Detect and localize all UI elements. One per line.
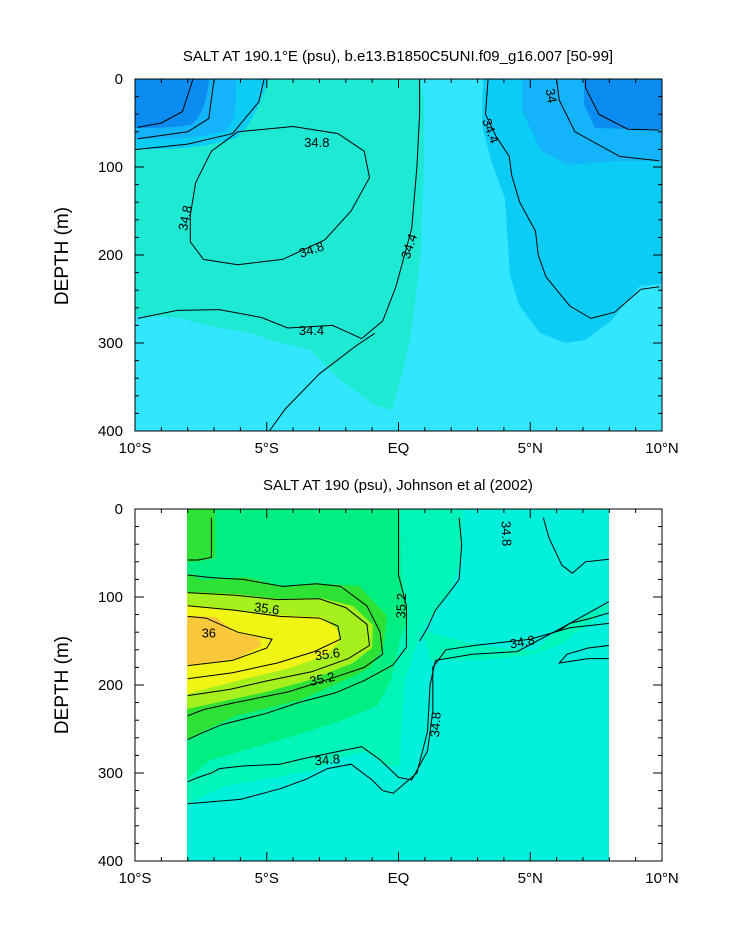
contour-label: 34.4: [398, 232, 420, 261]
contour-line-34.6: [542, 517, 609, 574]
contour-line-34.2: [137, 79, 215, 140]
contour-label-text: 35.2: [308, 669, 336, 689]
y-tick-label: 400: [98, 423, 123, 440]
x-tick-label: 10°S: [119, 870, 152, 887]
contour-label-text: 34.8: [304, 135, 329, 150]
contour-label: 35.6: [253, 599, 280, 617]
panel-observations: SALT AT 190 (psu), Johnson et al (2002) …: [52, 477, 679, 887]
contour-line-34.8: [419, 517, 463, 642]
axes: 10°S 5°S EQ 5°N 10°N 0 100 200 300 400: [98, 71, 679, 457]
salinity-fill-35.2-35.4-nw: [187, 509, 215, 562]
contour-line-34.8: [189, 125, 371, 266]
panel-title: SALT AT 190.1°E (psu), b.e13.B1850C5UNI.…: [183, 48, 613, 65]
x-tick-label: 5°N: [518, 870, 543, 887]
contour-label: 34.8: [509, 632, 537, 651]
contour-label: 36: [202, 626, 216, 641]
contour-line-34.6: [557, 644, 609, 664]
contour-lines: [187, 517, 609, 805]
contour-label-text: 34.8: [509, 632, 537, 651]
contour-label: 35.6: [314, 645, 341, 663]
salinity-fill-lt34-east: [584, 79, 662, 129]
contour-lines: [137, 79, 660, 431]
contour-field: [135, 79, 662, 431]
contour-label-text: 34.4: [398, 232, 420, 261]
contour-line-34.4: [137, 79, 421, 340]
x-tick-label: EQ: [388, 440, 410, 457]
y-tick-label: 0: [115, 501, 123, 518]
contour-label: 34.8: [304, 135, 329, 150]
y-tick-label: 200: [98, 677, 123, 694]
contour-line-35.4: [187, 574, 384, 717]
contour-line-34.8: [558, 612, 609, 631]
axes: 10°S 5°S EQ 5°N 10°N 0 100 200 300 400: [98, 501, 679, 887]
x-tick-label: 5°N: [518, 440, 543, 457]
contour-line-34.4: [137, 79, 265, 150]
y-tick-label: 200: [98, 247, 123, 264]
contour-label: 34.8: [314, 751, 341, 768]
salinity-fill-34.6-34.8: [135, 79, 424, 410]
panel-model: SALT AT 190.1°E (psu), b.e13.B1850C5UNI.…: [52, 48, 679, 457]
contour-label: 34: [543, 87, 560, 104]
contour-label-text: 34: [543, 87, 560, 104]
contour-line-34.2: [556, 79, 660, 162]
y-tick-label: 400: [98, 853, 123, 870]
contour-line-35.6: [187, 592, 371, 697]
x-tick-label: 10°S: [119, 440, 152, 457]
contour-line-34: [137, 79, 194, 128]
y-tick-label: 0: [115, 71, 123, 88]
y-tick-label: 100: [98, 589, 123, 606]
contour-label-text: 34.4: [299, 323, 324, 338]
contour-label: 34.8: [297, 239, 326, 261]
x-tick-label: EQ: [388, 870, 410, 887]
contour-line-34.8: [187, 600, 609, 805]
contour-label: 35.2: [393, 593, 409, 619]
contour-line-34.4: [484, 79, 660, 319]
contour-labels: 34.834.834.834.434.434.434: [175, 87, 560, 338]
salinity-fill-34.6-34.8-ne: [548, 509, 609, 575]
contour-line-34: [585, 79, 660, 131]
contour-line-36: [187, 615, 273, 667]
x-tick-label: 5°S: [255, 870, 279, 887]
salinity-fill-lt34: [135, 79, 209, 128]
contour-label-text: 34.8: [297, 239, 326, 261]
y-tick-label: 300: [98, 765, 123, 782]
x-tick-label: 10°N: [645, 440, 679, 457]
contour-line-35.8: [187, 605, 342, 680]
contour-label-text: 34.8: [314, 751, 341, 768]
contour-labels: 35.6 36 35.6 35.2 35.2 34.8 34.8 34.8 34.8: [202, 521, 537, 769]
panel-title: SALT AT 190 (psu), Johnson et al (2002): [263, 477, 533, 494]
contour-label-text: 34.8: [175, 204, 195, 232]
y-axis-label: DEPTH (m): [52, 207, 73, 305]
y-tick-label: 100: [98, 159, 123, 176]
contour-label-text: 35.2: [393, 593, 409, 619]
contour-label-text: 35.6: [314, 645, 341, 663]
contour-label-text: 36: [202, 626, 216, 641]
contour-line-34.4: [268, 332, 376, 431]
contour-label-text: 35.6: [253, 599, 280, 617]
contour-label: 34.4: [299, 323, 324, 338]
contour-label: 34.8: [175, 204, 195, 232]
contour-line-35: [187, 622, 609, 783]
y-tick-label: 300: [98, 335, 123, 352]
y-axis-label: DEPTH (m): [52, 636, 73, 734]
x-tick-label: 5°S: [255, 440, 279, 457]
contour-label: 35.2: [308, 669, 336, 689]
x-tick-label: 10°N: [645, 870, 679, 887]
contour-line-35.4: [187, 517, 212, 561]
salinity-fill-gt36: [187, 616, 261, 665]
contour-label-text: 34.8: [499, 521, 515, 547]
contour-label: 34.8: [499, 521, 515, 547]
contour-label: 34.8: [427, 711, 444, 737]
contour-line-35.2: [187, 517, 407, 741]
contour-label-text: 34.8: [427, 711, 444, 737]
